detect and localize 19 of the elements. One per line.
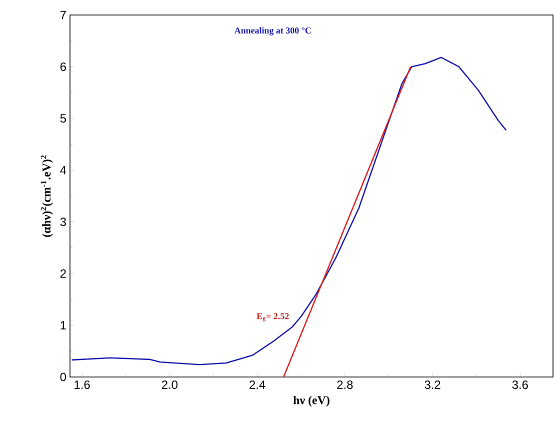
- y-axis-title: (αhν)$^{2}$(cm$^{-1}$.eV)$^{2}$: [40, 155, 53, 237]
- x-tick-label: 2.8: [337, 380, 353, 389]
- y-tick-label: 4: [60, 166, 66, 174]
- x-axis-title: hν (eV): [293, 396, 330, 407]
- y-tick-label: 1: [60, 321, 66, 330]
- annotation: E$_{g}$= 2.52: [256, 313, 289, 322]
- y-tick-label: 7: [60, 10, 66, 20]
- x-tick-label: 1.6: [74, 380, 90, 389]
- line-series: [71, 56, 507, 366]
- y-tick-label: 2: [60, 269, 66, 278]
- x-tick-label: 3.6: [512, 380, 528, 389]
- x-tick-label: 2.0: [162, 380, 178, 389]
- annotation: Annealing at 300 °C: [234, 27, 311, 36]
- x-tick-label: 2.4: [250, 380, 266, 389]
- y-tick-label: 5: [60, 114, 66, 123]
- y-tick-label: 0: [60, 372, 66, 382]
- x-tick-label: 3.2: [424, 380, 440, 389]
- y-tick-label: 6: [60, 62, 66, 71]
- y-tick-label: 3: [60, 218, 66, 226]
